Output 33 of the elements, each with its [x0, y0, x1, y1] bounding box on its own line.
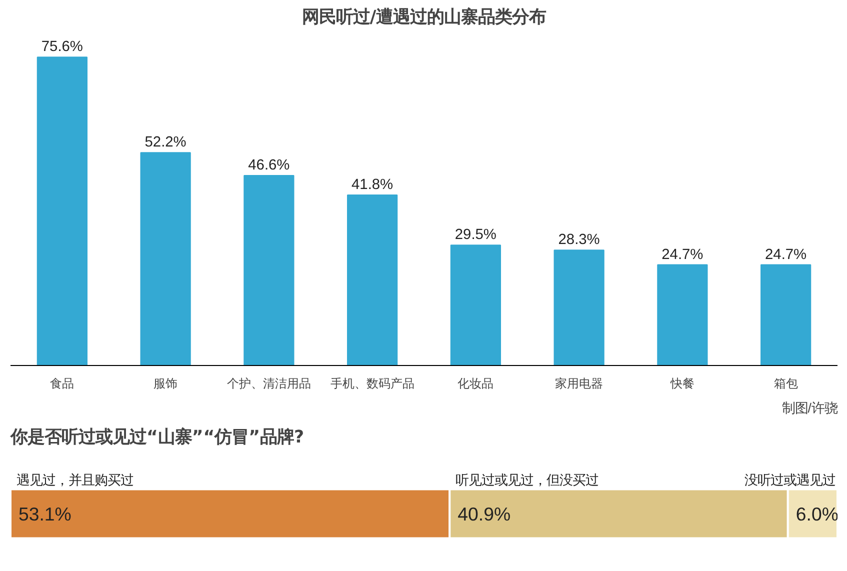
x-tick-label: 食品 [50, 376, 74, 390]
chart-title: 你是否听过或见过“山寨”“仿冒”品牌? [10, 428, 304, 448]
data-label: 40.9% [458, 503, 511, 524]
data-label: 75.6% [41, 39, 83, 56]
data-label: 41.8% [352, 177, 394, 194]
x-tick-label: 个护、清洁用品 [226, 376, 311, 390]
bar [554, 250, 604, 366]
bar [760, 264, 812, 366]
x-tick-label: 家用电器 [555, 376, 604, 390]
x-tick-label: 化妆品 [458, 376, 494, 390]
data-label: 29.5% [454, 227, 496, 244]
chart-title: 网民听过/遭遇过的山寨品类分布 [302, 8, 546, 28]
bar [347, 194, 398, 366]
bar [450, 244, 501, 366]
x-tick-label: 箱包 [774, 376, 798, 390]
bar [140, 152, 191, 366]
x-tick-label: 手机、数码产品 [330, 376, 414, 390]
series-label: 听见过或见过，但没买过 [456, 472, 599, 488]
x-tick-label: 快餐 [669, 376, 694, 390]
series-label: 没听过或遇见过 [744, 472, 836, 488]
data-label: 28.3% [558, 232, 600, 248]
bar [657, 264, 708, 366]
data-label: 24.7% [662, 246, 704, 263]
bar [36, 56, 88, 366]
x-tick-label: 服饰 [154, 376, 178, 390]
data-label: 24.7% [765, 246, 807, 263]
series-label: 遇见过，并且购买过 [16, 472, 134, 488]
data-label: 46.6% [248, 157, 290, 174]
text: 制图/许骁 [782, 400, 838, 416]
data-label: 53.1% [18, 503, 72, 524]
data-label: 6.0% [796, 503, 838, 524]
data-label: 52.2% [144, 134, 186, 151]
bar [244, 174, 294, 366]
